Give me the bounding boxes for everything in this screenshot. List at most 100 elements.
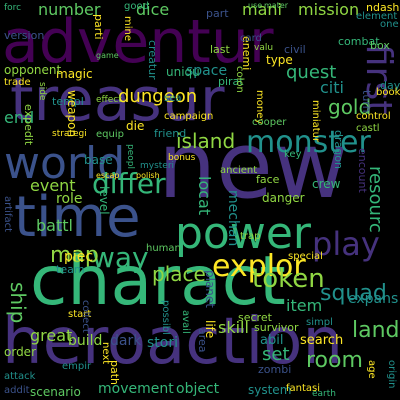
cloud-word: colon [234, 66, 245, 93]
cloud-word: addit [4, 385, 30, 396]
cloud-word: age [366, 360, 377, 379]
cloud-word: valu [254, 43, 274, 53]
cloud-word: uniqu [166, 65, 200, 79]
cloud-word: scenario [30, 385, 81, 399]
cloud-word: side [37, 82, 47, 101]
cloud-word: ship [6, 282, 30, 324]
cloud-word: ndash [366, 1, 400, 14]
cloud-word: world [4, 138, 126, 189]
cloud-word: equip [96, 129, 124, 140]
cloud-word: island [176, 129, 236, 153]
cloud-word: search [300, 333, 344, 348]
cloud-word: explor [212, 249, 306, 284]
cloud-word: ancient [220, 165, 258, 176]
cloud-word: battl [36, 216, 73, 235]
cloud-word: good [124, 1, 149, 12]
cloud-word: differ [92, 167, 166, 200]
cloud-word: new [158, 112, 349, 219]
cloud-word: token [252, 264, 325, 294]
cloud-word: map [50, 243, 99, 268]
cloud-word: team [56, 263, 85, 276]
cloud-word: turn [360, 90, 373, 113]
cloud-word: peopl [125, 144, 135, 169]
cloud-word: simpl [306, 317, 333, 328]
cloud-word: base [84, 153, 113, 167]
cloud-word: trap [240, 231, 261, 242]
cloud-word: miniatur [310, 100, 321, 143]
cloud-word: attack [4, 371, 36, 382]
cloud-word: planet [203, 270, 217, 308]
cloud-word: control [356, 111, 391, 122]
cloud-word: civil [284, 43, 306, 56]
cloud-word: monster [246, 125, 371, 160]
cloud-word: strategi [52, 129, 87, 139]
cloud-word: campaign [164, 111, 214, 122]
cloud-word: last [210, 43, 230, 56]
cloud-word: piec [64, 249, 94, 265]
cloud-word: space [186, 63, 228, 79]
cloud-word: version [4, 29, 45, 42]
cloud-word: room [306, 348, 363, 373]
cloud-word: time [14, 185, 141, 250]
cloud-word: event [30, 176, 76, 195]
cloud-word: stori [147, 335, 178, 351]
cloud-word: citi [320, 78, 344, 97]
cloud-word: part [206, 7, 229, 20]
cloud-word: play [312, 225, 380, 263]
cloud-word: artifact [2, 196, 13, 233]
cloud-word: danger [262, 191, 305, 205]
cloud-word: power [175, 208, 311, 259]
cloud-word: day [380, 79, 400, 92]
cloud-word: item [286, 296, 323, 315]
cloud-word: sea [164, 93, 182, 104]
cloud-word: heroaction [2, 305, 343, 379]
cloud-word: game [96, 51, 119, 60]
cloud-word: dungeon [118, 86, 198, 107]
cloud-word: expedit [22, 104, 35, 146]
cloud-word: squad [320, 281, 387, 306]
cloud-word: card [240, 33, 262, 44]
cloud-word: templ [52, 95, 84, 108]
cloud-word: mysteri [140, 161, 175, 171]
cloud-word: die [126, 119, 145, 133]
cloud-word: encount [356, 148, 369, 193]
cloud-word: mater [264, 1, 289, 10]
cloud-word: mission [298, 0, 360, 19]
cloud-word: book [376, 87, 400, 98]
cloud-word: mine [122, 16, 133, 42]
cloud-word: start [68, 309, 92, 320]
cloud-word: opponent [4, 63, 62, 77]
cloud-word: expans [348, 291, 399, 307]
cloud-word: dice [136, 0, 170, 19]
cloud-word: key [284, 149, 302, 160]
cloud-word: castl [356, 123, 380, 134]
cloud-word: one [380, 19, 399, 30]
cloud-word: collect [80, 300, 91, 333]
cloud-word: origin [386, 360, 397, 389]
cloud-word: mani [242, 0, 282, 19]
cloud-word: system [248, 383, 292, 397]
cloud-word: level [97, 186, 111, 215]
cloud-word: creatur [146, 40, 159, 80]
cloud-word: face [256, 173, 280, 186]
cloud-word: combat [338, 35, 380, 48]
cloud-word: cooper [252, 117, 287, 128]
cloud-word: end [4, 108, 35, 127]
cloud-word: abil [260, 333, 284, 348]
cloud-word: skill [218, 318, 249, 337]
cloud-word: box [370, 39, 390, 52]
cloud-word: trade [4, 77, 31, 88]
cloud-word: locat [195, 176, 214, 216]
cloud-word: element [356, 11, 398, 22]
cloud-word: magic [56, 67, 93, 81]
cloud-word: possibl [160, 300, 171, 335]
cloud-word: earth [312, 389, 336, 399]
cloud-word: place [152, 262, 206, 286]
cloud-word: way [92, 241, 149, 274]
cloud-word: effect [96, 95, 122, 105]
cloud-word: fantasi [286, 383, 321, 394]
cloud-word: friend [154, 127, 187, 140]
cloud-word: type [266, 53, 293, 67]
cloud-word: secret [238, 311, 272, 324]
